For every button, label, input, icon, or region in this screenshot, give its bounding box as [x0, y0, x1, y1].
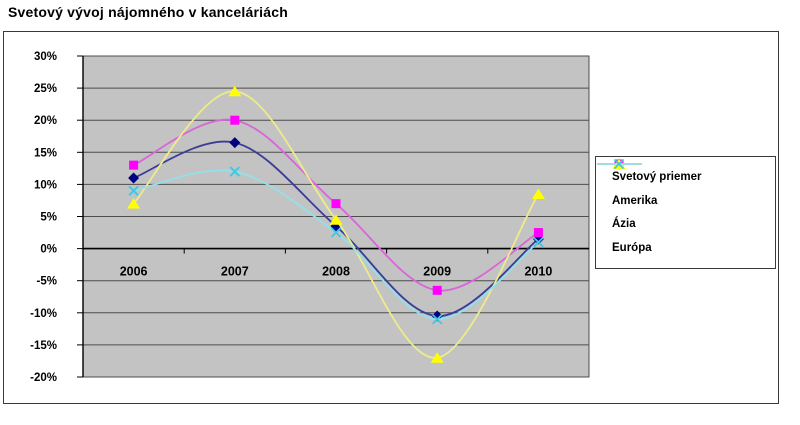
series-marker-square-icon	[331, 199, 341, 209]
series-marker-diamond-icon	[128, 172, 140, 184]
y-axis-label: -15%	[30, 340, 57, 352]
series-marker-x-icon	[533, 237, 544, 248]
chart-title: Svetový vývoj nájomného v kanceláriách	[8, 4, 288, 20]
legend-label: Amerika	[612, 194, 658, 207]
x-axis-label: 2010	[524, 265, 552, 279]
series-marker-triangle-icon	[329, 214, 343, 225]
legend-label: Ázia	[612, 218, 636, 231]
series-marker-x-icon	[330, 227, 342, 238]
series-marker-x-icon	[128, 185, 139, 196]
series-marker-x-icon	[432, 314, 443, 325]
legend-item: Svetový priemer	[597, 158, 773, 184]
series-marker-diamond-icon	[229, 137, 241, 149]
legend-item: Európa	[597, 158, 773, 254]
series-marker-square-icon	[129, 160, 139, 170]
chart-frame: 30% 25% 20% 15% 10% 5% 0% -5% -10% -15% -20% 2006 20…	[3, 31, 779, 404]
y-axis-label: 20%	[34, 115, 57, 127]
x-axis-label: 2007	[221, 265, 249, 279]
y-axis-label: 25%	[34, 83, 57, 95]
series-marker-square-icon	[533, 228, 543, 238]
x-axis-label: 2009	[423, 265, 451, 279]
chart-legend: Svetový priemer Amerika Ázia Európa	[595, 156, 776, 269]
legend-label: Európa	[612, 241, 652, 254]
y-axis-label: 0%	[40, 244, 57, 256]
series-marker-triangle-icon	[430, 352, 444, 363]
legend-item: Amerika	[597, 159, 773, 207]
series-marker-triangle-icon	[228, 85, 242, 97]
y-axis-label: -20%	[30, 372, 57, 384]
legend-x-marker-icon	[597, 158, 642, 170]
series-marker-x-icon	[229, 166, 240, 177]
x-axis-label: 2006	[120, 265, 148, 279]
line-chart-plot: 30% 25% 20% 15% 10% 5% 0% -5% -10% -15% -20% 2006 20…	[30, 51, 590, 384]
y-axis-label: 10%	[34, 179, 57, 191]
series-marker-square-icon	[432, 285, 442, 295]
series-marker-triangle-icon	[127, 198, 141, 209]
legend-item: Ázia	[597, 158, 773, 231]
y-axis-label: 5%	[40, 212, 57, 224]
y-axis-label: -5%	[37, 276, 57, 288]
series-marker-square-icon	[230, 115, 240, 125]
x-axis-label: 2008	[322, 265, 350, 279]
y-axis-label: 15%	[34, 147, 57, 159]
y-axis-label: -10%	[30, 308, 57, 320]
series-marker-triangle-icon	[531, 188, 545, 200]
y-axis-label: 30%	[34, 51, 57, 63]
legend-marker-glyph-icon	[613, 158, 625, 170]
legend-label: Svetový priemer	[612, 171, 702, 184]
